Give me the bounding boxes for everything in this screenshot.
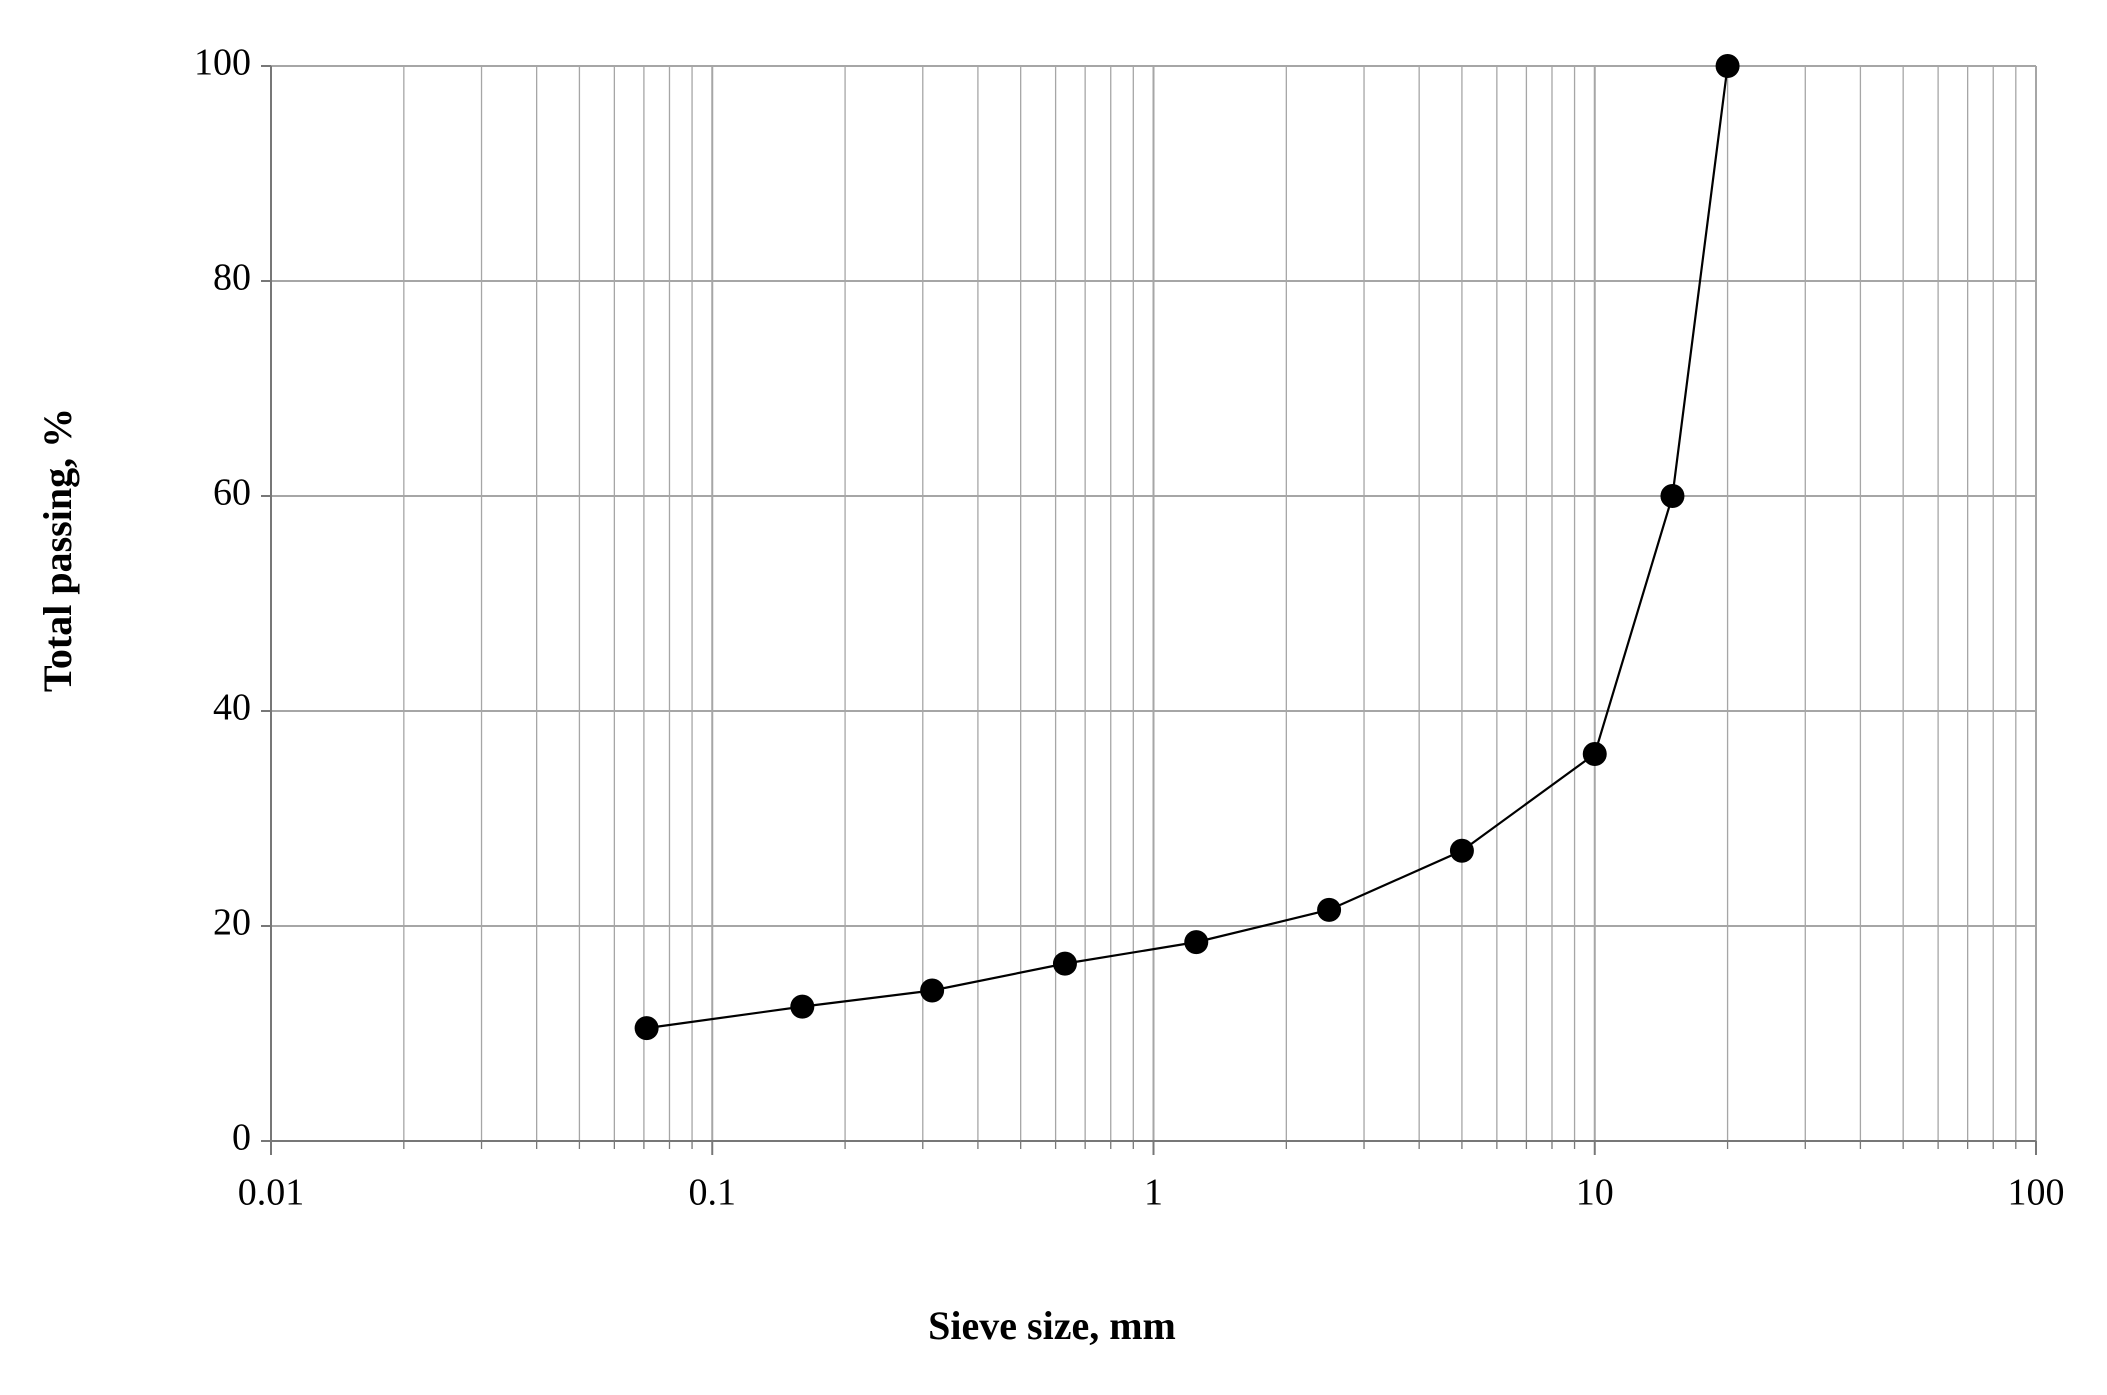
data-point (1660, 484, 1685, 508)
data-point (1449, 838, 1474, 863)
data-point (1184, 930, 1209, 955)
y-tick-label: 60 (213, 472, 251, 514)
data-point (790, 994, 815, 1019)
y-tick-label: 80 (213, 257, 251, 299)
x-tick-label: 10 (1576, 1172, 1614, 1214)
y-tick-label: 40 (213, 687, 251, 729)
data-line (646, 65, 1729, 1030)
x-axis-title: Sieve size, mm (928, 1303, 1176, 1348)
x-tick-label: 0.1 (689, 1172, 737, 1214)
data-point (1317, 897, 1342, 922)
data-point (1715, 54, 1740, 78)
data-point (634, 1016, 659, 1041)
y-axis-title: Total passing, % (35, 408, 80, 692)
x-tick-label: 100 (2008, 1172, 2065, 1214)
y-tick-label: 100 (194, 42, 251, 84)
x-tick-label: 1 (1144, 1172, 1163, 1214)
y-tick-label: 0 (232, 1117, 251, 1159)
y-tick-label: 20 (213, 902, 251, 944)
data-point (1052, 951, 1077, 976)
data-point (1582, 742, 1607, 766)
x-tick-label: 0.01 (238, 1172, 305, 1214)
data-point (920, 978, 945, 1003)
